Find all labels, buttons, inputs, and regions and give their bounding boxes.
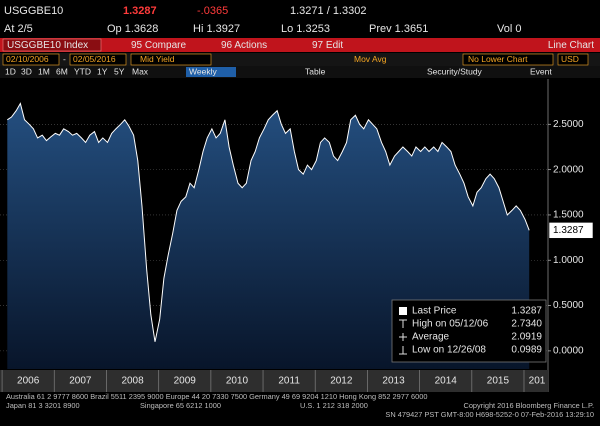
view-name[interactable]: Line Chart — [548, 40, 594, 51]
ticker: USGGBE10 — [4, 5, 63, 17]
legend-box — [391, 299, 547, 363]
period-button[interactable]: 1Y — [97, 66, 108, 76]
x-tick-label: 2012 — [330, 376, 353, 387]
compare-button[interactable]: 95 Compare — [131, 40, 186, 51]
currency-box[interactable] — [557, 53, 589, 66]
legend-value: 0.0989 — [511, 345, 542, 356]
last-price: 1.3287 — [123, 5, 157, 17]
average-icon — [399, 333, 407, 341]
period-button[interactable]: Max — [132, 66, 149, 76]
footer-line: Copyright 2016 Bloomberg Finance L.P. — [463, 401, 594, 410]
as-of: At 2/5 — [4, 23, 33, 35]
low: Lo 1.3253 — [281, 23, 330, 35]
edit-button[interactable]: 97 Edit — [312, 40, 343, 51]
y-tick-label: 0.5000 — [553, 300, 584, 311]
x-tick-label: 2013 — [382, 376, 405, 387]
period-button[interactable]: YTD — [74, 66, 91, 76]
legend-label: Last Price — [412, 306, 457, 317]
period-button[interactable]: 1D — [5, 66, 16, 76]
legend-swatch — [399, 307, 407, 315]
start-date-box[interactable] — [2, 53, 60, 66]
x-axis-strip — [0, 370, 548, 392]
x-tick-label: 201 — [529, 376, 546, 387]
footer-line: Japan 81 3 3201 8900 — [6, 401, 80, 410]
footer-line: SN 479427 PST GMT-8:00 H698-5252-0 07-Fe… — [385, 410, 594, 419]
security[interactable]: USGGBE10 Index — [7, 40, 88, 51]
legend-label: Low on 12/26/08 — [412, 345, 486, 356]
high-icon — [399, 319, 407, 328]
study[interactable]: Mov Avg — [354, 54, 387, 64]
period-row — [0, 66, 600, 78]
x-tick-label: 2015 — [487, 376, 510, 387]
change: -.0365 — [197, 5, 228, 17]
start-date[interactable]: 02/10/2006 — [6, 54, 49, 64]
legend-value: 1.3287 — [511, 306, 542, 317]
x-tick-label: 2010 — [226, 376, 249, 387]
field-box[interactable] — [130, 53, 212, 66]
legend-label: High on 05/12/06 — [412, 319, 489, 330]
x-tick-label: 2008 — [121, 376, 144, 387]
toolbar — [0, 38, 600, 52]
x-tick-label: 2011 — [278, 376, 300, 387]
security-study-button[interactable]: Security/Study — [427, 66, 483, 76]
lower-chart[interactable]: No Lower Chart — [468, 54, 528, 64]
footer-line: U.S. 1 212 318 2000 — [300, 401, 368, 410]
legend-label: Average — [412, 332, 450, 343]
prev: Prev 1.3651 — [369, 23, 428, 35]
bid-ask: 1.3271 / 1.3302 — [290, 5, 366, 17]
open: Op 1.3628 — [107, 23, 158, 35]
y-tick-label: 1.5000 — [553, 210, 584, 221]
high: Hi 1.3927 — [193, 23, 240, 35]
field[interactable]: Mid Yield — [140, 54, 175, 64]
line — [7, 102, 530, 342]
footer-line: Australia 61 2 9777 8600 Brazil 5511 239… — [6, 392, 427, 401]
footer-line: Singapore 65 6212 1000 — [140, 401, 221, 410]
legend-value: 2.0919 — [511, 332, 542, 343]
end-date-box[interactable] — [69, 53, 127, 66]
x-tick-label: 2007 — [69, 376, 92, 387]
end-date[interactable]: 02/05/2016 — [73, 54, 116, 64]
x-tick-label: 2006 — [17, 376, 40, 387]
frequency[interactable]: Weekly — [189, 66, 217, 76]
table-button[interactable]: Table — [305, 66, 326, 76]
actions-button[interactable]: 96 Actions — [221, 40, 267, 51]
period-button[interactable]: 6M — [56, 66, 68, 76]
y-tick-label: 2.5000 — [553, 119, 584, 130]
period-button[interactable]: 1M — [38, 66, 50, 76]
y-tick-label: 0.0000 — [553, 346, 584, 357]
low-icon — [399, 346, 407, 355]
x-tick-label: 2014 — [435, 376, 458, 387]
event-button[interactable]: Event — [530, 66, 552, 76]
y-tick-label: 2.0000 — [553, 164, 584, 175]
frequency-box[interactable] — [186, 67, 236, 77]
date-separator: - — [63, 54, 66, 64]
period-button[interactable]: 3D — [21, 66, 32, 76]
volume: Vol 0 — [497, 23, 521, 35]
last-value-label: 1.3287 — [553, 225, 584, 236]
lower-chart-box[interactable] — [462, 53, 554, 66]
currency[interactable]: USD — [561, 54, 579, 64]
last-value-box — [548, 222, 594, 239]
y-tick-label: 1.0000 — [553, 255, 584, 266]
security-box[interactable] — [2, 38, 102, 52]
legend-value: 2.7340 — [511, 319, 542, 330]
period-button[interactable]: 5Y — [114, 66, 125, 76]
x-tick-label: 2009 — [174, 376, 197, 387]
